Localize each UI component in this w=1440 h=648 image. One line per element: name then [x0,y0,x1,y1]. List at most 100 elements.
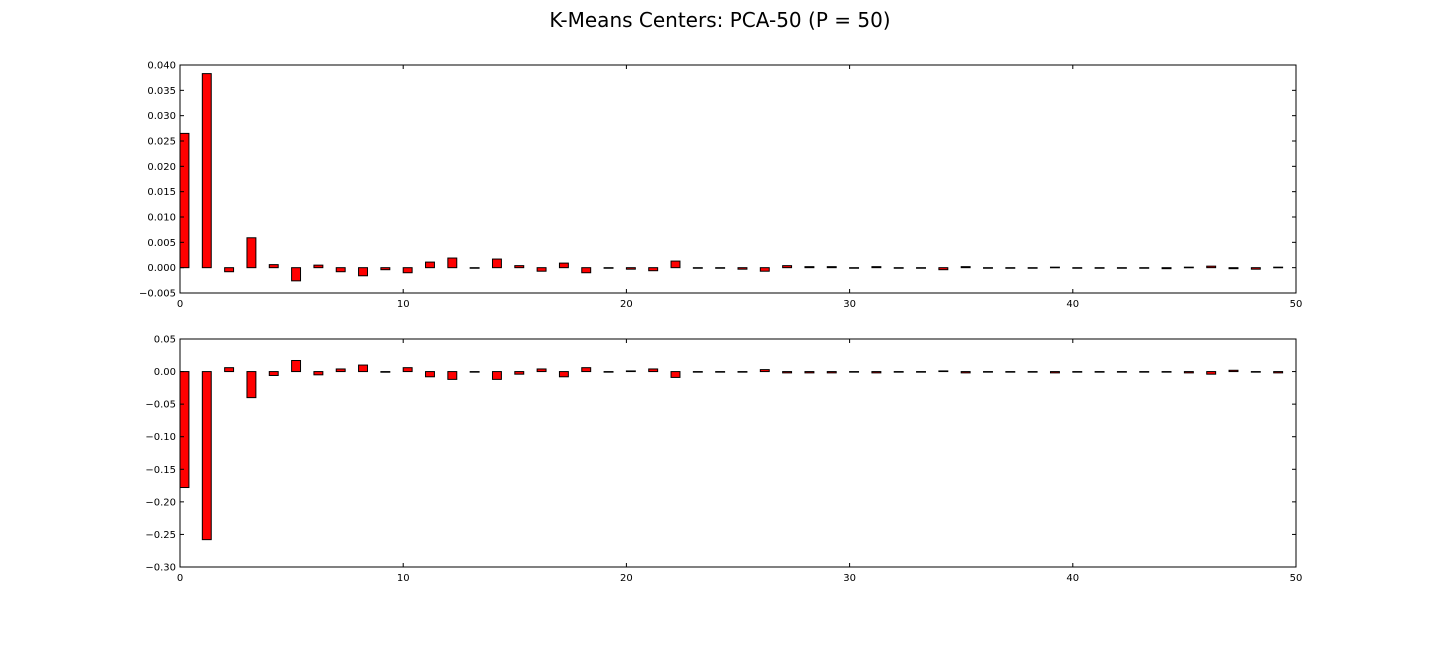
bar-1-29 [826,371,837,374]
x-tick-label-0-5: 50 [1290,299,1303,310]
bar-1-2 [224,367,235,373]
bar-0-43 [1139,267,1150,269]
y-tick-label-1-1: −0.25 [145,530,176,541]
bar-1-35 [960,371,971,374]
x-tick-label-1-1: 10 [397,573,410,584]
y-tick-label-0-9: 0.040 [147,61,176,72]
x-tick-label-1-2: 20 [620,573,633,584]
bar-0-9 [380,267,391,271]
bar-0-38 [1027,267,1038,269]
bar-0-34 [938,267,949,271]
bar-1-14 [491,371,502,380]
bar-1-34 [938,370,949,373]
bar-1-36 [983,371,993,373]
bar-1-37 [1005,371,1016,373]
bar-0-23 [692,267,703,269]
bar-1-39 [1049,371,1060,374]
bar-0-40 [1072,267,1083,269]
bar-0-39 [1049,266,1060,269]
bar-1-16 [536,368,547,373]
bar-1-46 [1206,371,1217,375]
bar-1-1 [201,371,212,541]
bar-0-36 [983,267,993,269]
bar-0-17 [558,262,569,269]
bar-1-26 [759,369,770,373]
x-tick-label-0-0: 0 [177,299,183,310]
bar-1-8 [358,364,368,373]
x-tick-label-1-0: 0 [177,573,183,584]
bar-0-12 [447,257,458,269]
bar-1-44 [1161,371,1172,373]
bar-1-42 [1116,371,1127,373]
bar-0-8 [358,267,368,277]
bar-0-1 [201,73,212,269]
bar-1-49 [1273,371,1284,374]
bottom-panel: −0.30 −0.25 −0.20 −0.15 −0.10 −0.05 0.00 0.05 0 1… [145,335,1302,585]
bar-0-24 [715,267,726,269]
bar-1-11 [425,371,435,378]
bar-1-19 [603,371,614,373]
bar-1-23 [692,371,703,373]
bar-0-16 [536,267,547,272]
bar-1-6 [313,371,324,376]
bar-0-11 [425,261,435,269]
bar-1-32 [893,371,904,373]
y-tick-label-0-6: 0.025 [147,137,176,148]
bar-1-25 [737,371,748,373]
bar-0-42 [1116,267,1127,269]
bar-0-44 [1161,267,1172,270]
y-tick-label-1-5: −0.05 [145,400,176,411]
bar-1-10 [402,367,413,373]
x-tick-label-0-1: 10 [397,299,410,310]
bar-1-22 [670,371,681,378]
bar-1-45 [1183,371,1194,374]
bar-0-14 [491,258,502,269]
bar-0-6 [313,264,324,269]
bar-1-43 [1139,371,1150,373]
bar-0-41 [1094,267,1105,269]
bar-0-32 [893,267,904,269]
bar-1-27 [782,371,793,374]
bar-0-46 [1206,265,1217,269]
bar-0-29 [826,266,837,269]
bar-0-45 [1183,266,1194,269]
bar-1-20 [625,370,636,373]
x-tick-label-0-4: 40 [1066,299,1079,310]
bar-1-3 [246,371,257,399]
bar-0-15 [514,265,525,269]
bar-0-3 [246,237,257,269]
bar-1-4 [268,371,279,376]
bar-0-30 [849,267,860,269]
y-tick-label-1-3: −0.15 [145,465,176,476]
bar-1-38 [1027,371,1038,373]
x-tick-label-1-3: 30 [843,573,856,584]
x-tick-label-1-4: 40 [1066,573,1079,584]
bar-1-7 [335,368,346,373]
y-tick-label-0-1: 0.000 [147,263,176,274]
bar-0-5 [291,267,302,282]
bar-0-31 [871,266,882,269]
y-tick-label-0-0: −0.005 [139,289,176,300]
bar-1-21 [648,368,659,373]
bar-0-20 [625,267,636,270]
bar-1-31 [871,371,882,374]
top-panel: −0.005 0.000 0.005 0.010 0.015 0.020 0.025 0.03… [139,61,1302,311]
y-tick-label-1-2: −0.20 [145,497,176,508]
bar-1-15 [514,371,525,375]
bar-1-28 [804,371,815,374]
bar-1-12 [447,371,458,380]
bar-0-47 [1228,267,1239,270]
bar-1-41 [1094,371,1105,373]
bar-0-18 [581,267,592,274]
bar-1-33 [916,371,926,373]
bar-1-30 [849,371,860,373]
y-tick-label-0-3: 0.010 [147,213,176,224]
bar-0-35 [960,266,971,269]
axes-frame-0 [179,64,1297,294]
x-tick-label-1-5: 50 [1290,573,1303,584]
bar-0-7 [335,267,346,273]
bar-0-49 [1273,266,1284,269]
bar-0-48 [1250,267,1261,270]
bar-0-28 [804,266,815,269]
bar-1-48 [1250,371,1261,373]
